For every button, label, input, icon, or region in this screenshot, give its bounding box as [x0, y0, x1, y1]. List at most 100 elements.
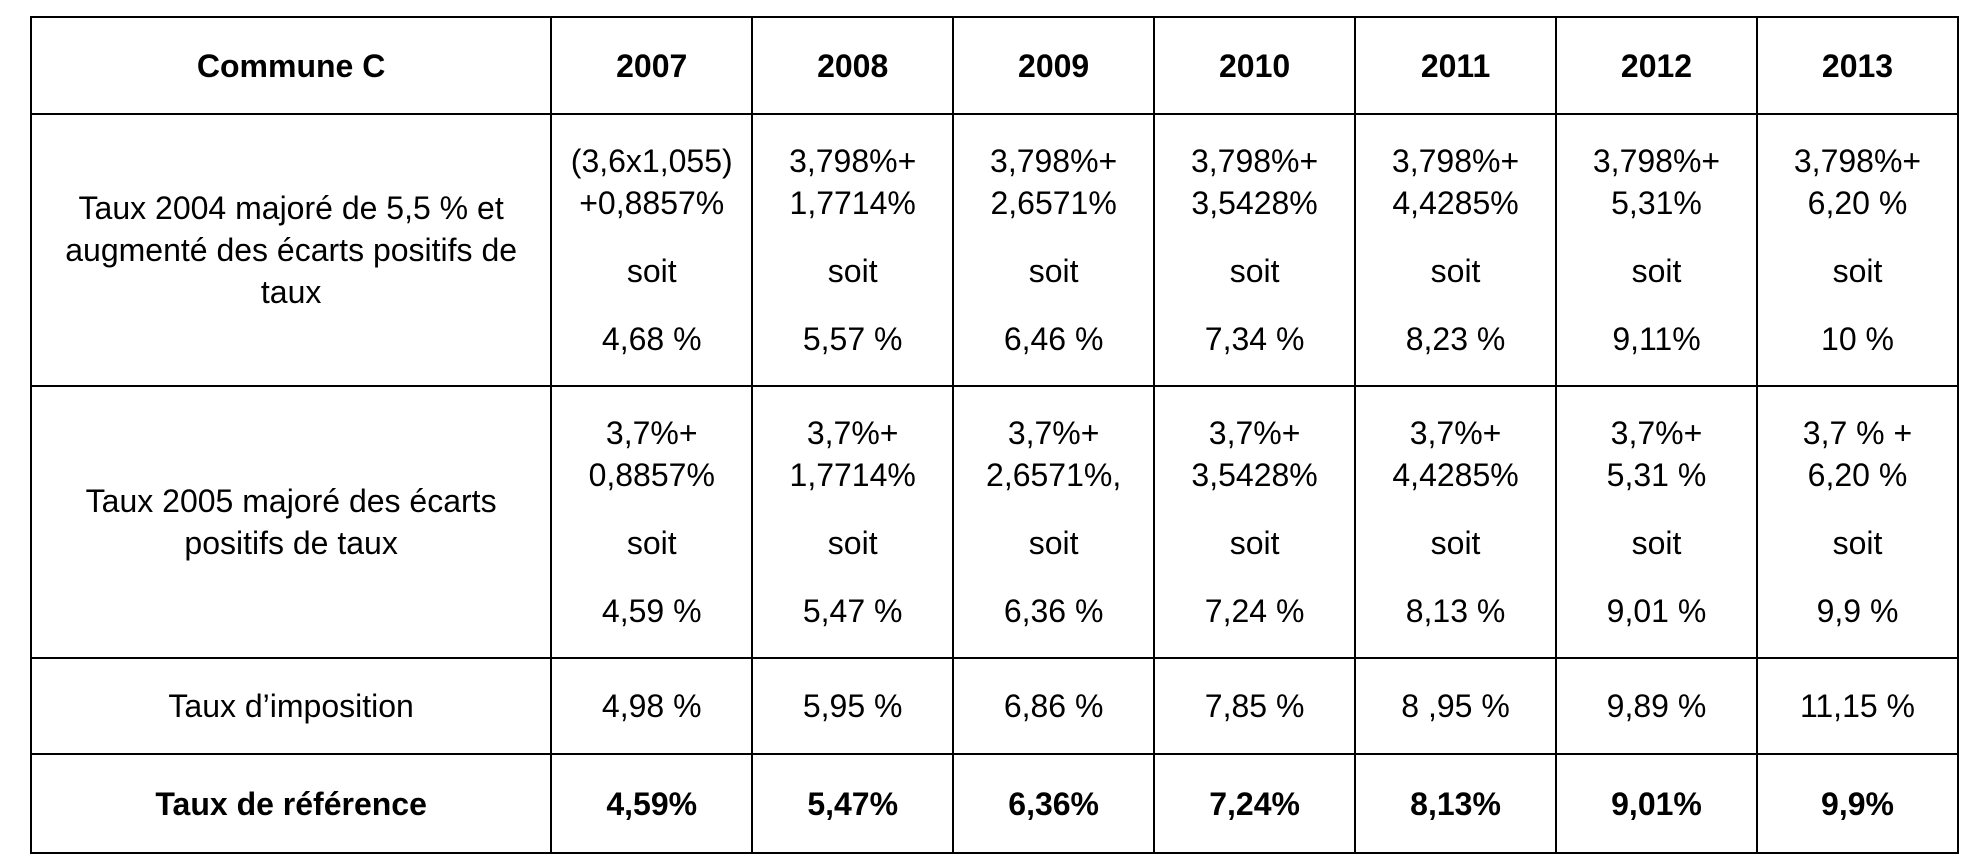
soit-text: soit	[1832, 525, 1883, 561]
calc-line1: 3,798%+	[990, 143, 1118, 179]
calc-line1: 3,798%+	[789, 143, 917, 179]
result-value: 5,47 %	[802, 593, 903, 629]
calc-line2: 2,6571%	[990, 185, 1117, 221]
result-value: 6,46 %	[1003, 321, 1104, 357]
commune-header: Commune C	[29, 16, 553, 115]
soit-text: soit	[1229, 253, 1280, 289]
calc-line1: 3,7 % +	[1802, 415, 1913, 451]
calc-line1: 3,798%+	[1391, 143, 1520, 179]
soit-text: soit	[827, 525, 878, 561]
value-cell: 8 ,95 %	[1354, 657, 1558, 755]
result-value: 4,59 %	[601, 593, 702, 629]
row-taux-2005: Taux 2005 majoré des écarts positifs de …	[29, 385, 1960, 659]
soit-text: soit	[1631, 525, 1682, 561]
calc-cell: 3,798%+ 1,7714% soit 5,57 %	[751, 113, 955, 387]
calc-line2: +0,8857%	[579, 185, 725, 221]
soit-text: soit	[1229, 525, 1280, 561]
soit-text: soit	[1028, 525, 1079, 561]
result-value: 10 %	[1821, 321, 1894, 357]
row-label: Taux de référence	[29, 753, 553, 854]
value-cell: 8,13%	[1354, 753, 1558, 854]
soit-text: soit	[1631, 253, 1682, 289]
calc-line1: 3,7%+	[1409, 415, 1502, 451]
calc-line2: 3,5428%	[1191, 457, 1318, 493]
calc-line1: 3,798%+	[1793, 143, 1922, 179]
calc-line2: 0,8857%	[588, 457, 715, 493]
soit-text: soit	[827, 253, 878, 289]
calc-cell: 3,7%+ 1,7714% soit 5,47 %	[751, 385, 955, 659]
calc-line1: 3,7%+	[1007, 415, 1100, 451]
calc-line1: 3,7%+	[1610, 415, 1703, 451]
value-cell: 7,85 %	[1153, 657, 1357, 755]
row-label: Taux 2005 majoré des écarts positifs de …	[29, 385, 553, 659]
value-cell: 4,98 %	[550, 657, 754, 755]
row-label: Taux d’imposition	[29, 657, 553, 755]
row-taux-reference: Taux de référence 4,59% 5,47% 6,36% 7,24…	[29, 753, 1960, 854]
calc-cell: 3,7%+ 0,8857% soit 4,59 %	[550, 385, 754, 659]
row-label: Taux 2004 majoré de 5,5 % et augmenté de…	[29, 113, 553, 387]
calc-cell: (3,6x1,055) +0,8857% soit 4,68 %	[550, 113, 754, 387]
calc-cell: 3,798%+ 5,31% soit 9,11%	[1555, 113, 1758, 387]
calc-line1: (3,6x1,055)	[570, 143, 733, 179]
row-taux-imposition: Taux d’imposition 4,98 % 5,95 % 6,86 % 7…	[29, 657, 1960, 755]
soit-text: soit	[626, 253, 677, 289]
calc-line1: 3,7%+	[1208, 415, 1301, 451]
calc-line2: 4,4285%	[1392, 185, 1519, 221]
calc-line2: 1,7714%	[789, 457, 916, 493]
header-row: Commune C 2007 2008 2009 2010 2011 2012 …	[29, 16, 1960, 115]
calc-line1: 3,7%+	[806, 415, 899, 451]
soit-text: soit	[1430, 253, 1481, 289]
year-header: 2012	[1555, 16, 1758, 115]
result-value: 9,01 %	[1606, 593, 1707, 629]
calc-line2: 6,20 %	[1807, 185, 1908, 221]
soit-text: soit	[1832, 253, 1883, 289]
result-value: 6,36 %	[1003, 593, 1104, 629]
result-value: 8,23 %	[1405, 321, 1506, 357]
year-header: 2011	[1354, 16, 1558, 115]
calc-cell: 3,798%+ 2,6571% soit 6,46 %	[952, 113, 1156, 387]
value-cell: 9,9%	[1755, 753, 1960, 854]
calc-cell: 3,798%+ 3,5428% soit 7,34 %	[1153, 113, 1357, 387]
soit-text: soit	[1430, 525, 1481, 561]
result-value: 7,34 %	[1204, 321, 1305, 357]
value-cell: 5,47%	[751, 753, 955, 854]
value-cell: 11,15 %	[1755, 657, 1960, 755]
calc-line1: 3,798%+	[1190, 143, 1319, 179]
calc-cell: 3,7%+ 3,5428% soit 7,24 %	[1153, 385, 1357, 659]
calc-cell: 3,7%+ 5,31 % soit 9,01 %	[1555, 385, 1758, 659]
calc-cell: 3,7%+ 4,4285% soit 8,13 %	[1354, 385, 1558, 659]
soit-text: soit	[626, 525, 677, 561]
value-cell: 5,95 %	[751, 657, 955, 755]
calc-line2: 5,31%	[1611, 185, 1702, 221]
calc-line2: 1,7714%	[789, 185, 916, 221]
calc-line2: 3,5428%	[1191, 185, 1318, 221]
value-cell: 9,01%	[1555, 753, 1758, 854]
calc-line2: 2,6571%,	[986, 457, 1122, 493]
calc-cell: 3,798%+ 4,4285% soit 8,23 %	[1354, 113, 1558, 387]
year-header: 2008	[751, 16, 955, 115]
year-header: 2010	[1153, 16, 1357, 115]
calc-line1: 3,798%+	[1592, 143, 1721, 179]
calc-line1: 3,7%+	[605, 415, 698, 451]
row-label-text: Taux 2005 majoré des écarts positifs de …	[85, 483, 497, 561]
value-cell: 6,86 %	[952, 657, 1156, 755]
value-cell: 4,59%	[550, 753, 754, 854]
result-value: 7,24 %	[1204, 593, 1305, 629]
row-taux-2004: Taux 2004 majoré de 5,5 % et augmenté de…	[29, 113, 1960, 387]
result-value: 4,68 %	[601, 321, 702, 357]
result-value: 9,9 %	[1816, 593, 1899, 629]
calc-line2: 5,31 %	[1606, 457, 1707, 493]
result-value: 5,57 %	[802, 321, 903, 357]
calc-cell: 3,798%+ 6,20 % soit 10 %	[1755, 113, 1960, 387]
value-cell: 7,24%	[1153, 753, 1357, 854]
calc-line2: 6,20 %	[1807, 457, 1908, 493]
calc-cell: 3,7 % + 6,20 % soit 9,9 %	[1755, 385, 1960, 659]
result-value: 8,13 %	[1405, 593, 1506, 629]
rates-table: Commune C 2007 2008 2009 2010 2011 2012 …	[29, 16, 1960, 854]
soit-text: soit	[1028, 253, 1079, 289]
year-header: 2009	[952, 16, 1156, 115]
calc-cell: 3,7%+ 2,6571%, soit 6,36 %	[952, 385, 1156, 659]
year-header: 2007	[550, 16, 754, 115]
row-label-text: Taux 2004 majoré de 5,5 % et augmenté de…	[65, 190, 518, 310]
result-value: 9,11%	[1612, 321, 1701, 357]
